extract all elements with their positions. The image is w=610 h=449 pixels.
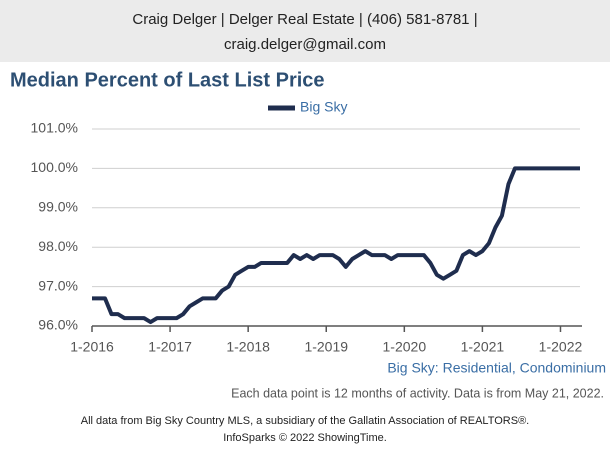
note: Each data point is 12 months of activity…: [231, 386, 604, 400]
y-tick-label: 98.0%: [38, 238, 78, 254]
x-tick-label: 1-2017: [148, 339, 192, 355]
legend-label: Big Sky: [300, 99, 347, 115]
x-tick-label: 1-2018: [226, 339, 270, 355]
chart-subtitle: Big Sky: Residential, Condominium: [387, 360, 606, 376]
x-tick-label: 1-2021: [461, 339, 505, 355]
data-line: [92, 166, 580, 325]
y-tick-label: 100.0%: [31, 159, 78, 175]
y-tick-label: 96.0%: [38, 317, 78, 333]
y-tick-label: 99.0%: [38, 199, 78, 215]
chart-title: Median Percent of Last List Price: [10, 69, 325, 91]
y-tick-label: 101.0%: [31, 120, 78, 136]
y-tick-label: 97.0%: [38, 277, 78, 293]
x-tick-label: 1-2019: [304, 339, 348, 355]
x-tick-label: 1-2016: [70, 339, 114, 355]
header-band: [0, 0, 610, 62]
x-tick-label: 1-2022: [539, 339, 583, 355]
source: InfoSparks © 2022 ShowingTime.: [223, 432, 387, 444]
source: All data from Big Sky Country MLS, a sub…: [81, 415, 530, 427]
x-tick-label: 1-2020: [383, 339, 427, 355]
header-line: Craig Delger | Delger Real Estate | (406…: [132, 11, 477, 28]
header-line: craig.delger@gmail.com: [224, 36, 386, 53]
